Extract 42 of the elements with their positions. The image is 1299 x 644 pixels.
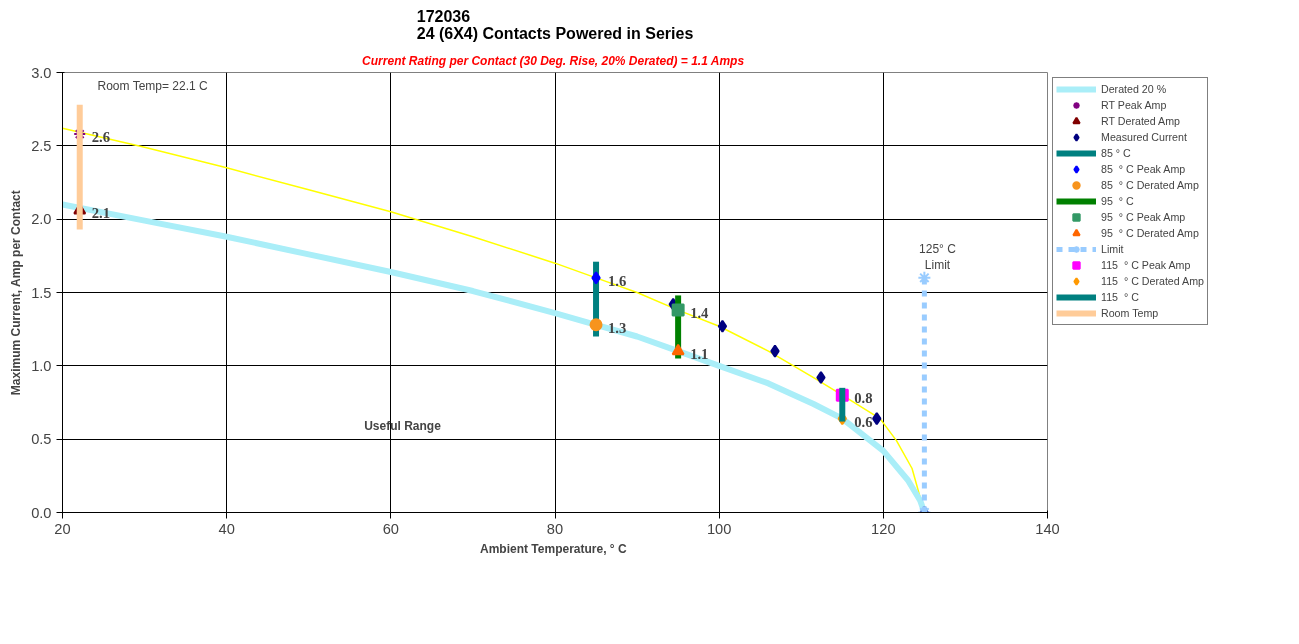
y-tick-label: 0.5 [31, 431, 52, 448]
x-tick-label: 120 [871, 520, 896, 537]
x-tick-label: 60 [382, 520, 399, 537]
legend-label: RT Derated Amp [1101, 115, 1180, 127]
legend-label: 95 ° C [1101, 195, 1134, 207]
x-tick-label: 80 [546, 520, 564, 537]
y-axis-title: Maximum Current, Amp per Contact [9, 190, 24, 396]
x-tick-label: 100 [706, 520, 732, 537]
legend-label: 115 ° C [1101, 291, 1139, 303]
x-tick-label: 20 [54, 520, 71, 537]
y-tick-label: 2.5 [31, 137, 52, 154]
y-tick-label: 0.0 [31, 504, 52, 521]
legend-label: 95 ° C Peak Amp [1101, 211, 1186, 223]
legend-label: 115 ° C Peak Amp [1101, 259, 1191, 271]
data-label: 1.6 [608, 272, 627, 289]
x-axis-title: Ambient Temperature, ° C [480, 541, 627, 556]
legend-label: 85 ° C Derated Amp [1101, 179, 1199, 191]
legend-label: 85 ° C Peak Amp [1101, 163, 1186, 175]
legend-label: 95 ° C Derated Amp [1101, 227, 1199, 239]
x-tick-label: 40 [218, 520, 235, 537]
legend-label: 115 ° C Derated Amp [1101, 275, 1204, 287]
data-label: 0.6 [854, 413, 873, 430]
annotation: Room Temp= 22.1 C [97, 78, 208, 93]
chart-subtitle: Current Rating per Contact (30 Deg. Rise, 20% Derated) = 1.1 Amps [362, 53, 745, 68]
x-tick-label: 140 [1035, 520, 1060, 537]
legend-label: Derated 20 % [1101, 83, 1167, 95]
data-label: 2.1 [91, 205, 111, 222]
legend-label: Room Temp [1101, 307, 1159, 319]
data-label: 1.3 [608, 319, 627, 336]
legend-label: RT Peak Amp [1101, 99, 1167, 111]
y-tick-label: 3.0 [31, 64, 52, 81]
legend-label: 85 ° C [1101, 147, 1131, 159]
data-label: 1.4 [690, 305, 710, 322]
data-label: 0.8 [854, 390, 873, 407]
data-label: 1.1 [690, 346, 709, 363]
y-tick-label: 2.0 [31, 211, 52, 228]
y-tick-label: 1.0 [31, 357, 52, 374]
legend-label: Limit [1101, 243, 1124, 255]
chart-title: 172036 24 (6X4) Contacts Powered in Series [416, 7, 694, 42]
y-tick-label: 1.5 [31, 284, 52, 301]
annotation: 125° C Limit [919, 241, 957, 273]
legend-label: Measured Current [1101, 131, 1187, 143]
